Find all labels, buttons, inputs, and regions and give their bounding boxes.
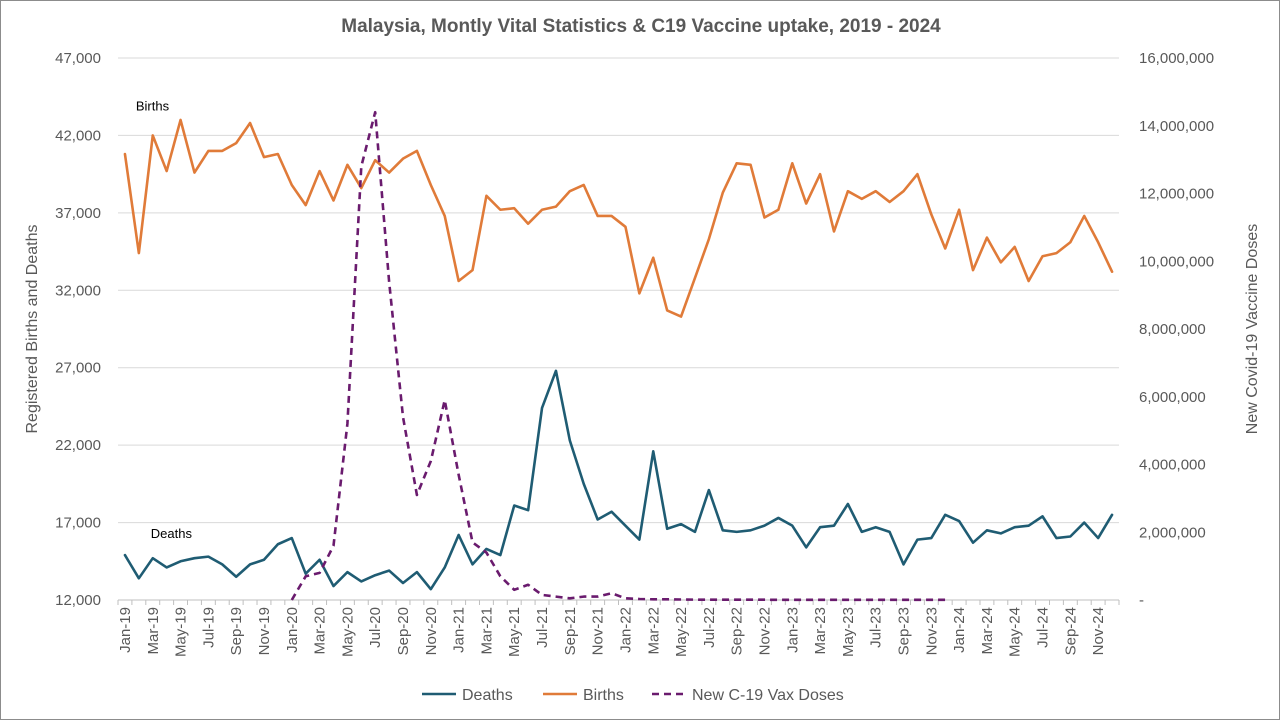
- right-tick-label: 4,000,000: [1139, 457, 1206, 474]
- left-tick-label: 32,000: [55, 282, 101, 299]
- legend-label-new-c-19-vax-doses: New C-19 Vax Doses: [692, 687, 844, 704]
- x-tick-label: Mar-20: [312, 607, 329, 655]
- series-layer: [123, 110, 1114, 602]
- x-tick-label: Nov-20: [423, 607, 440, 655]
- x-tick-label: Nov-19: [256, 607, 273, 655]
- x-tick-label: Sep-24: [1062, 607, 1079, 655]
- right-tick-label: 2,000,000: [1139, 524, 1206, 541]
- x-tick-label: Mar-21: [478, 607, 495, 655]
- right-tick-label: 14,000,000: [1139, 118, 1214, 135]
- births-annotation: Births: [136, 99, 170, 114]
- x-tick-label: Mar-24: [979, 607, 996, 655]
- x-tick-label: Jul-20: [367, 607, 384, 648]
- left-axis-title: Registered Births and Deaths: [24, 225, 41, 434]
- series-line-deaths: [123, 369, 1114, 591]
- x-tick-label: Jan-20: [284, 607, 301, 653]
- x-tick-label: Sep-21: [562, 607, 579, 655]
- x-tick-label: May-24: [1007, 607, 1024, 657]
- right-tick-label: 6,000,000: [1139, 389, 1206, 406]
- left-tick-label: 27,000: [55, 360, 101, 377]
- left-tick-label: 22,000: [55, 437, 101, 454]
- legend-label-deaths: Deaths: [462, 687, 513, 704]
- left-tick-label: 37,000: [55, 205, 101, 222]
- x-tick-label: May-21: [506, 607, 523, 657]
- x-tick-label: Nov-24: [1090, 607, 1107, 655]
- x-tick-label: Jan-19: [117, 607, 134, 653]
- x-tick-label: Nov-22: [756, 607, 773, 655]
- right-tick-label: 16,000,000: [1139, 50, 1214, 67]
- x-tick-label: May-22: [673, 607, 690, 657]
- x-tick-label: Jan-24: [951, 607, 968, 653]
- x-tick-label: Jul-19: [200, 607, 217, 648]
- x-tick-label: Jul-22: [701, 607, 718, 648]
- x-tick-label: Jan-21: [451, 607, 468, 653]
- deaths-annotation: Deaths: [151, 526, 193, 541]
- legend-label-births: Births: [583, 687, 624, 704]
- right-tick-label: 10,000,000: [1139, 253, 1214, 270]
- left-tick-label: 47,000: [55, 50, 101, 67]
- x-tick-label: May-23: [840, 607, 857, 657]
- left-tick-label: 17,000: [55, 515, 101, 532]
- left-tick-label: 12,000: [55, 592, 101, 609]
- x-tick-label: Jul-21: [534, 607, 551, 648]
- left-tick-label: 42,000: [55, 127, 101, 144]
- right-tick-label: -: [1139, 592, 1144, 609]
- x-tick-label: May-20: [339, 607, 356, 657]
- chart-title: Malaysia, Montly Vital Statistics & C19 …: [341, 16, 941, 37]
- x-tick-label: Mar-19: [145, 607, 162, 655]
- x-tick-label: Sep-19: [228, 607, 245, 655]
- x-tick-label: Jan-22: [617, 607, 634, 653]
- x-tick-label: Nov-21: [590, 607, 607, 655]
- x-tick-label: Mar-22: [645, 607, 662, 655]
- x-tick-label: Sep-23: [896, 607, 913, 655]
- right-axis-title: New Covid-19 Vaccine Doses: [1244, 224, 1261, 434]
- x-tick-label: Mar-23: [812, 607, 829, 655]
- legend: Deaths Births New C-19 Vax Doses: [422, 687, 844, 704]
- left-axis-ticks: 12,000 17,000 22,000 27,000 32,000 37,000 42,0…: [55, 50, 101, 609]
- x-axis-ticks: Jan-19 Mar-19 May-19 Jul-19 Sep-19 Nov-19 Jan-…: [117, 600, 1120, 657]
- x-tick-label: Nov-23: [923, 607, 940, 655]
- x-tick-label: Sep-20: [395, 607, 412, 655]
- x-tick-label: May-19: [173, 607, 190, 657]
- x-tick-label: Sep-22: [729, 607, 746, 655]
- series-line-births: [123, 118, 1114, 318]
- right-axis-ticks: - 2,000,000 4,000,000 6,000,000 8,000,000 10,…: [1139, 50, 1214, 609]
- right-tick-label: 8,000,000: [1139, 321, 1206, 338]
- x-tick-label: Jan-23: [784, 607, 801, 653]
- right-tick-label: 12,000,000: [1139, 186, 1214, 203]
- x-tick-label: Jul-23: [868, 607, 885, 648]
- series-line-new-c-19-vax-doses: [290, 110, 946, 602]
- x-tick-label: Jul-24: [1035, 607, 1052, 648]
